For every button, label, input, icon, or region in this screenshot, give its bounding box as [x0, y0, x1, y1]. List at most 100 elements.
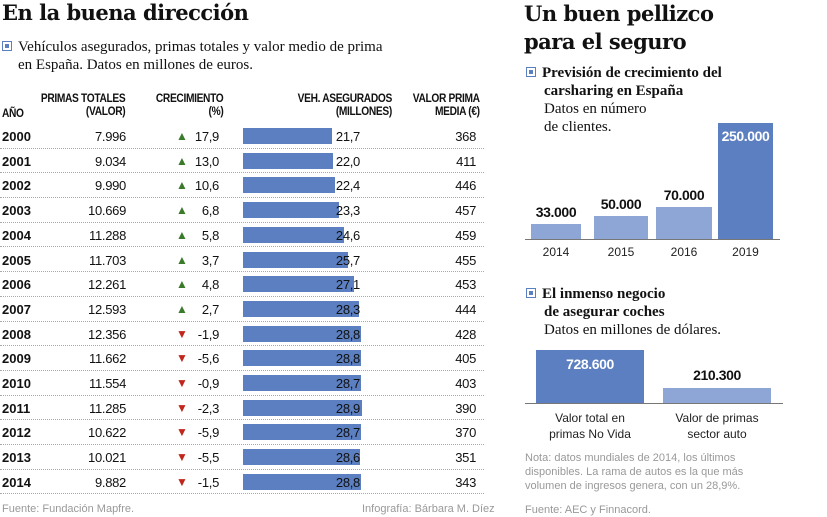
right-source: Fuente: AEC y Finnacord.	[525, 504, 651, 516]
data-label: 50.000	[600, 195, 642, 212]
vehiculos-bar	[243, 152, 334, 169]
arrow-up-icon: ▲	[176, 203, 188, 218]
x-tick-label: 2014	[542, 245, 570, 259]
vehiculos-cell: 28,3	[335, 301, 360, 317]
year-cell: 2005	[2, 252, 31, 268]
table-row: 2013 10.021 ▼ -5,5 28,6 351	[0, 445, 484, 470]
year-cell: 2007	[2, 301, 31, 317]
year-cell: 2002	[2, 178, 31, 194]
vehiculos-cell: 28,8	[335, 351, 360, 367]
arrow-up-icon: ▲	[176, 178, 188, 193]
note: Nota: datos mundiales de 2014, los últim…	[525, 452, 744, 492]
vehiculos-bar	[243, 449, 361, 466]
year-cell: 2013	[2, 450, 31, 466]
vehiculos-cell: 22,0	[335, 153, 360, 169]
primas-cell: 11.703	[89, 252, 126, 268]
vehiculos-cell: 28,7	[335, 425, 360, 441]
vehiculos-bar	[243, 251, 349, 268]
data-label: 33.000	[535, 203, 577, 220]
valor-prima-cell: 455	[455, 252, 476, 268]
year-cell: 2000	[2, 129, 31, 144]
vehiculos-cell: 28,8	[335, 326, 360, 342]
x-tick-label: 2015	[607, 245, 635, 259]
x-tick-label: 2016	[670, 245, 698, 259]
vehiculos-bar	[243, 226, 344, 243]
crecimiento-cell: 3,7	[201, 252, 219, 268]
year-cell: 2011	[2, 400, 31, 416]
crecimiento-cell: 17,9	[194, 129, 219, 144]
primas-cell: 11.288	[89, 227, 126, 243]
arrow-down-icon: ▼	[176, 351, 188, 366]
arrow-up-icon: ▲	[176, 252, 188, 267]
vehiculos-cell: 25,7	[335, 252, 360, 268]
primas-cell: 12.261	[88, 277, 126, 293]
crecimiento-cell: -5,5	[197, 450, 220, 466]
vehiculos-cell: 24,6	[335, 227, 360, 243]
data-label: 728.600	[566, 356, 614, 372]
vehiculos-bar	[243, 202, 339, 219]
subtitle-line-2: en España. Datos en millones de euros.	[18, 57, 253, 73]
valor-prima-cell: 444	[455, 301, 476, 317]
vehiculos-cell: 28,9	[335, 400, 360, 416]
bar-1	[663, 387, 771, 403]
header-crecimiento: CRECIMIENTO (%)	[155, 91, 224, 118]
valor-prima-cell: 428	[455, 326, 476, 342]
bar-2015	[594, 215, 648, 239]
valor-prima-cell: 343	[455, 474, 476, 490]
left-credit: Infografía: Bárbara M. Díez	[362, 503, 495, 515]
valor-prima-cell: 368	[455, 129, 476, 144]
header-year: AÑO	[2, 106, 24, 120]
crecimiento-cell: 13,0	[194, 153, 219, 169]
vehiculos-bar	[243, 276, 355, 293]
chart2-heading: El inmenso negocio de asegurar coches Da…	[526, 285, 721, 339]
vehiculos-bar	[243, 128, 332, 144]
x-category-label: Valor total en primas No Vida	[549, 411, 631, 441]
year-cell: 2003	[2, 203, 31, 219]
bullet-square-icon	[2, 41, 12, 51]
arrow-up-icon: ▲	[176, 153, 188, 168]
bullet-square-icon	[526, 67, 536, 77]
header-vehiculos: VEH. ASEGURADOS (MILLONES)	[297, 91, 393, 118]
vehiculos-cell: 28,6	[335, 450, 360, 466]
valor-prima-cell: 446	[455, 178, 476, 194]
crecimiento-cell: -1,5	[197, 474, 220, 490]
bullet-square-icon	[526, 288, 536, 298]
crecimiento-cell: -5,6	[197, 351, 220, 367]
crecimiento-cell: 5,8	[201, 227, 219, 243]
primas-cell: 12.593	[88, 301, 126, 317]
table-row: 2007 12.593 ▲ 2,7 28,3 444	[0, 297, 484, 322]
primas-cell: 11.554	[89, 376, 126, 391]
valor-prima-cell: 453	[455, 277, 476, 293]
x-tick-label: 2019	[732, 245, 759, 259]
x-category-label: Valor de primas sector auto	[675, 411, 759, 441]
arrow-down-icon: ▼	[176, 474, 188, 489]
left-subtitle: Vehículos asegurados, primas totales y v…	[2, 38, 383, 74]
crecimiento-cell: -2,3	[197, 400, 220, 416]
year-cell: 2001	[2, 153, 31, 169]
year-cell: 2014	[2, 474, 31, 490]
valor-prima-cell: 390	[455, 400, 476, 416]
vehiculos-cell: 28,7	[335, 376, 360, 391]
primas-cell: 10.669	[88, 203, 126, 219]
valor-prima-cell: 351	[455, 450, 476, 466]
vehiculos-bar	[243, 473, 362, 490]
crecimiento-cell: 10,6	[194, 178, 219, 194]
primas-cell: 7.996	[94, 129, 126, 144]
vehiculos-bar	[243, 375, 361, 391]
primas-cell: 10.021	[88, 450, 126, 466]
vehiculos-cell: 27,1	[335, 277, 360, 293]
data-label: 210.300	[693, 366, 741, 383]
vehiculos-cell: 22,4	[335, 178, 360, 194]
table-row: 2009 11.662 ▼ -5,6 28,8 405	[0, 346, 484, 371]
table-row: 2012 10.622 ▼ -5,9 28,7 370	[0, 420, 484, 446]
table-row: 2006 12.261 ▲ 4,8 27,1 453	[0, 272, 484, 297]
primas-cell: 11.285	[89, 400, 126, 416]
bar-0	[536, 350, 644, 403]
year-cell: 2004	[2, 227, 31, 243]
primas-cell: 9.990	[94, 178, 126, 194]
valor-prima-cell: 411	[456, 153, 476, 169]
bar-2016	[656, 206, 712, 239]
table-row: 2001 9.034 ▲ 13,0 22,0 411	[0, 149, 484, 174]
year-cell: 2010	[2, 376, 31, 391]
year-cell: 2012	[2, 425, 31, 441]
